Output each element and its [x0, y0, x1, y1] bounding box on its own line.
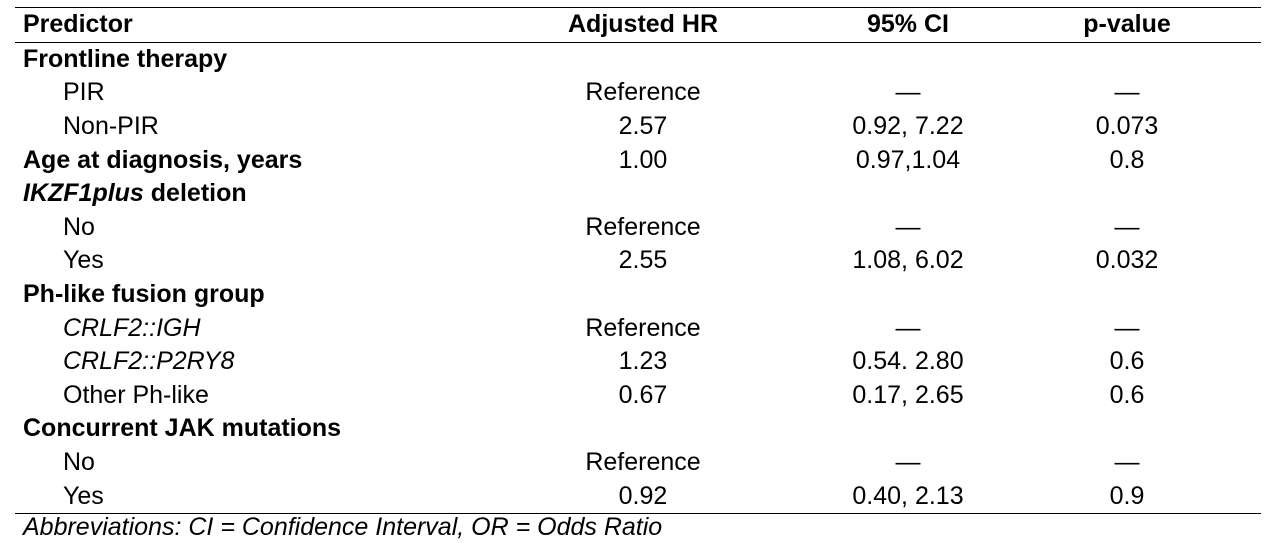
table-group-row: IKZF1plus deletion: [15, 177, 1261, 211]
predictor-cell: Concurrent JAK mutations: [15, 412, 463, 446]
predictor-cell: IKZF1plus deletion: [15, 177, 463, 211]
ci-cell: 1.08, 6.02: [852, 246, 964, 275]
predictor-text: Yes: [63, 246, 104, 275]
predictor-cell: Other Ph-like: [15, 379, 463, 413]
predictor-cell: CRLF2::IGH: [15, 311, 463, 345]
p-value-cell: [993, 177, 1261, 211]
predictor-cell: No: [15, 446, 463, 480]
adjusted-hr-cell: Reference: [585, 448, 701, 477]
table-row: CRLF2::P2RY8 1.23 0.54. 2.80 0.6: [15, 345, 1261, 379]
table-row: No Reference — —: [15, 446, 1261, 480]
table-group-row: Age at diagnosis, years 1.00 0.97,1.04 0.8: [15, 143, 1261, 177]
adjusted-hr-cell: 0.92: [618, 481, 668, 510]
adjusted-hr-cell: 2.55: [618, 246, 668, 275]
ci-cell: [823, 42, 993, 76]
table-header-row: Predictor Adjusted HR 95% CI p-value: [15, 7, 1261, 43]
adjusted-hr-cell: Reference: [585, 78, 701, 107]
predictor-cell: Yes: [15, 244, 463, 278]
predictor-text: Concurrent JAK mutations: [23, 414, 342, 443]
predictor-text: No: [63, 448, 95, 477]
adjusted-hr-cell: [463, 177, 823, 211]
table-row: No Reference — —: [15, 211, 1261, 245]
results-table-container: Predictor Adjusted HR 95% CI p-value Fro…: [15, 7, 1261, 514]
table-group-row: Concurrent JAK mutations: [15, 412, 1261, 446]
adjusted-hr-cell: [463, 42, 823, 76]
ci-cell: —: [895, 212, 921, 241]
table-row: CRLF2::IGH Reference — —: [15, 311, 1261, 345]
p-value-cell: 0.032: [1095, 246, 1159, 275]
header-95-ci: 95% CI: [867, 10, 949, 39]
predictor-text: No: [63, 212, 95, 241]
p-value-cell: 0.9: [1109, 481, 1145, 510]
predictor-text: deletion: [143, 179, 247, 208]
ci-cell: [823, 177, 993, 211]
table-group-row: Frontline therapy: [15, 42, 1261, 76]
ci-cell: —: [895, 313, 921, 342]
predictor-cell: Non-PIR: [15, 110, 463, 144]
adjusted-hr-cell: [463, 412, 823, 446]
ci-cell: [823, 278, 993, 312]
predictor-text: Ph-like fusion group: [23, 280, 265, 309]
header-predictor: Predictor: [23, 10, 133, 39]
predictor-text: Frontline therapy: [23, 44, 228, 73]
ci-cell: 0.97,1.04: [855, 145, 961, 174]
adjusted-hr-cell: 2.57: [618, 112, 668, 141]
predictor-italic-text: IKZF1plus: [23, 179, 144, 208]
ci-cell: [823, 412, 993, 446]
predictor-italic-text: CRLF2::IGH: [63, 313, 201, 342]
table-group-row: Ph-like fusion group: [15, 278, 1261, 312]
predictor-text: Age at diagnosis, years: [23, 145, 303, 174]
adjusted-hr-cell: [463, 278, 823, 312]
p-value-cell: [993, 278, 1261, 312]
header-adjusted-hr: Adjusted HR: [568, 10, 718, 39]
predictor-cell: CRLF2::P2RY8: [15, 345, 463, 379]
predictor-cell: No: [15, 211, 463, 245]
table-row: Non-PIR 2.57 0.92, 7.22 0.073: [15, 110, 1261, 144]
table-row: Yes 2.55 1.08, 6.02 0.032: [15, 244, 1261, 278]
header-p-value: p-value: [1083, 10, 1171, 39]
abbreviations-footnote: Abbreviations: CI = Confidence Interval,…: [23, 513, 663, 541]
p-value-cell: [993, 412, 1261, 446]
p-value-cell: —: [1114, 313, 1140, 342]
table-row: Yes 0.92 0.40, 2.13 0.9: [15, 479, 1261, 514]
ci-cell: —: [895, 78, 921, 107]
predictor-cell: Yes: [15, 479, 463, 513]
adjusted-hr-cell: 0.67: [618, 380, 668, 409]
predictor-text: Other Ph-like: [63, 380, 209, 409]
p-value-cell: [993, 42, 1261, 76]
ci-cell: 0.17, 2.65: [852, 380, 964, 409]
table-body: Frontline therapy PIR Reference — — Non-PIR 2.…: [15, 42, 1261, 514]
ci-cell: 0.40, 2.13: [852, 481, 964, 510]
predictor-text: Yes: [63, 481, 104, 510]
p-value-cell: —: [1114, 212, 1140, 241]
ci-cell: 0.92, 7.22: [852, 112, 964, 141]
p-value-cell: 0.073: [1095, 112, 1159, 141]
predictor-cell: Age at diagnosis, years: [15, 143, 463, 177]
predictor-text: Non-PIR: [63, 112, 159, 141]
ci-cell: 0.54. 2.80: [852, 347, 964, 376]
predictor-cell: Ph-like fusion group: [15, 278, 463, 312]
adjusted-hr-cell: 1.00: [618, 145, 668, 174]
adjusted-hr-cell: Reference: [585, 313, 701, 342]
table-row: Other Ph-like 0.67 0.17, 2.65 0.6: [15, 379, 1261, 413]
p-value-cell: 0.6: [1109, 380, 1145, 409]
p-value-cell: —: [1114, 78, 1140, 107]
hazard-ratio-table: Predictor Adjusted HR 95% CI p-value Fro…: [15, 7, 1261, 514]
p-value-cell: —: [1114, 448, 1140, 477]
predictor-text: PIR: [63, 78, 105, 107]
table-row: PIR Reference — —: [15, 76, 1261, 110]
predictor-italic-text: CRLF2::P2RY8: [63, 347, 235, 376]
predictor-cell: Frontline therapy: [15, 42, 463, 76]
ci-cell: —: [895, 448, 921, 477]
p-value-cell: 0.6: [1109, 347, 1145, 376]
p-value-cell: 0.8: [1109, 145, 1145, 174]
adjusted-hr-cell: 1.23: [618, 347, 668, 376]
adjusted-hr-cell: Reference: [585, 212, 701, 241]
predictor-cell: PIR: [15, 76, 463, 110]
